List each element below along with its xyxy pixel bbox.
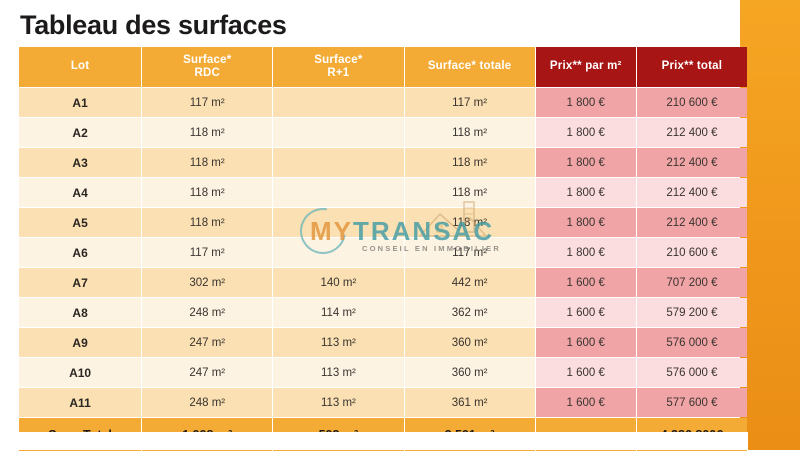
cell-surface-r1: 113 m² (273, 358, 404, 387)
cell-prix-par-m2: 1 600 € (535, 268, 636, 297)
cell-surface-rdc: 248 m² (142, 388, 273, 417)
table-row: A1 117 m² 117 m² 1 800 €210 600 € (19, 88, 747, 117)
cell-surface-totale: 118 m² (404, 178, 535, 207)
cell-prix-total: 212 400 € (636, 208, 747, 237)
cell-prix-total: 579 200 € (636, 298, 747, 327)
cell-surface-rdc: 118 m² (142, 178, 273, 207)
table-row: A8 248 m² 114 m² 362 m² 1 600 €579 200 € (19, 298, 747, 327)
cell-prix-total: 212 400 € (636, 148, 747, 177)
cell-surface-r1: 114 m² (273, 298, 404, 327)
cell-prix-par-m2: 1 600 € (535, 328, 636, 357)
cell-surface-r1 (273, 148, 404, 177)
cell-surface-r1: 113 m² (273, 388, 404, 417)
cell-surface-rdc: 118 m² (142, 208, 273, 237)
cell-surface-totale: 362 m² (404, 298, 535, 327)
cell-surface-r1 (273, 118, 404, 147)
col-header-surface-totale-line1: Surface* totale (427, 60, 512, 73)
col-header-surface-rdc-line1: Surface* (183, 53, 232, 66)
col-header-surface-totale: Surface* totale (404, 47, 535, 87)
cell-surface-rdc: 248 m² (142, 298, 273, 327)
cell-surface-totale: 442 m² (404, 268, 535, 297)
cell-lot: A3 (19, 148, 142, 177)
cell-surface-totale: 118 m² (404, 118, 535, 147)
cell-prix-total: 212 400 € (636, 118, 747, 147)
col-header-prix-total-line1: Prix** total (661, 60, 723, 73)
cell-prix-total: 210 600 € (636, 88, 747, 117)
table-header-row: Lot Surface* RDC Surface* R+1 Surface* t… (19, 47, 747, 87)
cell-prix-par-m2: 1 600 € (535, 358, 636, 387)
col-header-prix-total: Prix** total (636, 47, 747, 87)
cell-lot: A1 (19, 88, 142, 117)
cell-surface-rdc: 247 m² (142, 328, 273, 357)
cell-prix-par-m2: 1 800 € (535, 178, 636, 207)
cell-prix-par-m2: 1 800 € (535, 148, 636, 177)
col-header-surface-r1: Surface* R+1 (273, 47, 404, 87)
cell-prix-total: 576 000 € (636, 358, 747, 387)
col-header-surface-rdc-line2: RDC (194, 67, 220, 79)
table-row: A5 118 m² 118 m² 1 800 €212 400 € (19, 208, 747, 237)
cell-lot: A9 (19, 328, 142, 357)
col-header-lot: Lot (19, 47, 142, 87)
right-orange-band (740, 0, 800, 450)
cell-lot: A8 (19, 298, 142, 327)
col-header-surface-r1-line2: R+1 (327, 67, 350, 79)
table-row: A11 248 m² 113 m² 361 m² 1 600 €577 600 € (19, 388, 747, 417)
col-header-surface-r1-line1: Surface* (314, 53, 363, 66)
cell-prix-total: 707 200 € (636, 268, 747, 297)
cell-lot: A4 (19, 178, 142, 207)
cell-lot: A5 (19, 208, 142, 237)
cell-surface-r1: 140 m² (273, 268, 404, 297)
cell-surface-totale: 117 m² (404, 88, 535, 117)
cell-lot: A7 (19, 268, 142, 297)
table-row: A10 247 m² 113 m² 360 m² 1 600 €576 000 € (19, 358, 747, 387)
cell-prix-par-m2: 1 800 € (535, 238, 636, 267)
cell-surface-rdc: 117 m² (142, 238, 273, 267)
col-header-surface-rdc: Surface* RDC (142, 47, 273, 87)
cell-prix-par-m2: 1 600 € (535, 298, 636, 327)
cell-surface-totale: 360 m² (404, 328, 535, 357)
table-row: A2 118 m² 118 m² 1 800 €212 400 € (19, 118, 747, 147)
table-row: A4 118 m² 118 m² 1 800 €212 400 € (19, 178, 747, 207)
cell-prix-total: 577 600 € (636, 388, 747, 417)
cell-surface-rdc: 117 m² (142, 88, 273, 117)
table-row: A7 302 m² 140 m² 442 m² 1 600 €707 200 € (19, 268, 747, 297)
cell-lot: A11 (19, 388, 142, 417)
page-title: Tableau des surfaces (20, 10, 287, 40)
cell-surface-r1 (273, 88, 404, 117)
cell-surface-rdc: 302 m² (142, 268, 273, 297)
cell-surface-rdc: 118 m² (142, 148, 273, 177)
cell-prix-par-m2: 1 800 € (535, 118, 636, 147)
cell-lot: A2 (19, 118, 142, 147)
cell-surface-r1 (273, 208, 404, 237)
cell-surface-r1 (273, 238, 404, 267)
col-header-lot-line1: Lot (70, 60, 90, 73)
cell-surface-rdc: 247 m² (142, 358, 273, 387)
cell-surface-totale: 360 m² (404, 358, 535, 387)
col-header-prix-par-m2: Prix** par m² (535, 47, 636, 87)
cell-lot: A6 (19, 238, 142, 267)
surfaces-table: Lot Surface* RDC Surface* R+1 Surface* t… (18, 46, 748, 452)
table-row: A9 247 m² 113 m² 360 m² 1 600 €576 000 € (19, 328, 747, 357)
cell-surface-totale: 118 m² (404, 208, 535, 237)
cell-surface-r1 (273, 178, 404, 207)
table-row: A3 118 m² 118 m² 1 800 €212 400 € (19, 148, 747, 177)
cell-prix-total: 210 600 € (636, 238, 747, 267)
cell-prix-total: 576 000 € (636, 328, 747, 357)
cell-prix-par-m2: 1 600 € (535, 388, 636, 417)
cell-lot: A10 (19, 358, 142, 387)
col-header-prix-par-m2-line1: Prix** par m² (549, 60, 622, 73)
table-row: A6 117 m² 117 m² 1 800 €210 600 € (19, 238, 747, 267)
cell-surface-r1: 113 m² (273, 328, 404, 357)
cell-surface-rdc: 118 m² (142, 118, 273, 147)
cell-surface-totale: 118 m² (404, 148, 535, 177)
cell-prix-par-m2: 1 800 € (535, 208, 636, 237)
table-body: A1 117 m² 117 m² 1 800 €210 600 € A2 118 m² 11… (19, 88, 747, 451)
cell-prix-total: 212 400 € (636, 178, 747, 207)
bottom-white-strip (0, 432, 748, 450)
cell-surface-totale: 117 m² (404, 238, 535, 267)
cell-surface-totale: 361 m² (404, 388, 535, 417)
cell-prix-par-m2: 1 800 € (535, 88, 636, 117)
